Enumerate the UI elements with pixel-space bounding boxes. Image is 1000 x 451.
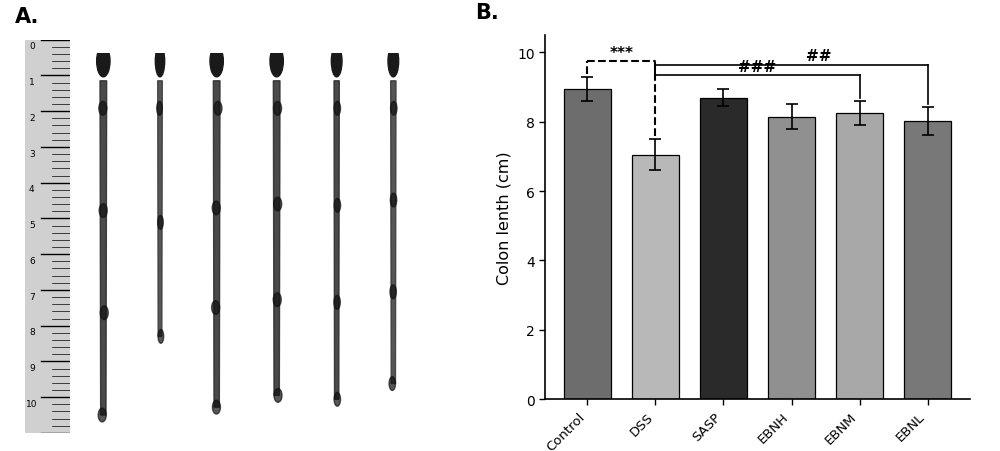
Bar	[700, 98, 747, 399]
Text: 4: 4	[29, 185, 35, 194]
Polygon shape	[213, 82, 220, 407]
Ellipse shape	[271, 102, 279, 116]
Text: 3: 3	[29, 149, 35, 158]
Text: 9: 9	[29, 364, 35, 373]
Polygon shape	[391, 82, 396, 384]
Polygon shape	[334, 82, 339, 400]
Bar	[564, 90, 611, 399]
Text: ###: ###	[738, 60, 777, 74]
Ellipse shape	[213, 202, 221, 215]
Polygon shape	[100, 82, 107, 415]
Ellipse shape	[99, 306, 107, 320]
Text: 0: 0	[29, 42, 35, 51]
Text: 2: 2	[29, 114, 35, 123]
Bar	[904, 122, 951, 399]
Ellipse shape	[273, 198, 281, 212]
Ellipse shape	[333, 102, 339, 116]
Ellipse shape	[158, 216, 163, 230]
Ellipse shape	[331, 46, 342, 78]
Text: 7: 7	[29, 292, 35, 301]
Text: A.: A.	[15, 7, 39, 27]
Bar	[836, 114, 883, 399]
Ellipse shape	[212, 102, 220, 116]
Ellipse shape	[388, 46, 399, 78]
Text: 10: 10	[26, 399, 38, 408]
Text: 8: 8	[29, 328, 35, 337]
Ellipse shape	[334, 296, 341, 309]
Ellipse shape	[389, 377, 396, 391]
Ellipse shape	[333, 199, 340, 213]
Ellipse shape	[213, 400, 221, 414]
Ellipse shape	[272, 293, 280, 307]
Ellipse shape	[210, 46, 223, 78]
Text: 6: 6	[29, 256, 35, 265]
Ellipse shape	[272, 389, 280, 402]
Y-axis label: Colon lenth (cm): Colon lenth (cm)	[496, 151, 511, 284]
Text: 1: 1	[29, 78, 35, 87]
Ellipse shape	[155, 46, 165, 78]
Ellipse shape	[100, 408, 108, 422]
Ellipse shape	[391, 194, 397, 207]
Text: ##: ##	[806, 49, 831, 64]
Ellipse shape	[270, 46, 283, 78]
Polygon shape	[273, 82, 280, 396]
Ellipse shape	[97, 46, 110, 78]
Text: ***: ***	[609, 46, 633, 60]
Ellipse shape	[390, 285, 397, 299]
Ellipse shape	[158, 330, 164, 344]
Ellipse shape	[99, 102, 107, 116]
Polygon shape	[158, 82, 162, 336]
Ellipse shape	[98, 204, 106, 218]
Ellipse shape	[212, 301, 220, 315]
Text: B.: B.	[475, 4, 499, 23]
Bar	[768, 117, 815, 399]
Ellipse shape	[390, 102, 397, 116]
Ellipse shape	[156, 102, 162, 116]
Ellipse shape	[334, 392, 340, 406]
Bar	[632, 155, 679, 399]
Text: 5: 5	[29, 221, 35, 230]
